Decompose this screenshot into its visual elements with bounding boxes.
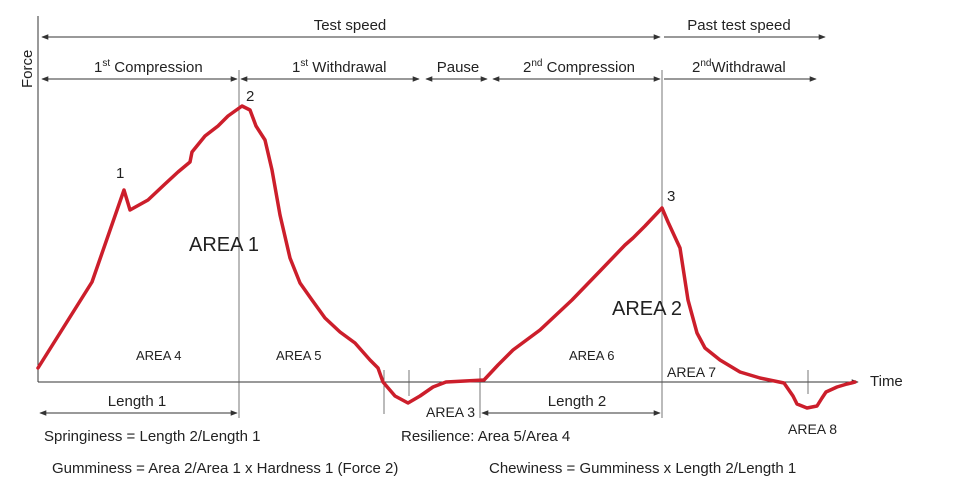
phase-2nd-compression-label: 2nd Compression [523, 58, 635, 76]
chewiness-formula: Chewiness = Gumminess x Length 2/Length … [489, 460, 796, 477]
length-1-label: Length 1 [108, 393, 166, 410]
y-axis-label: Force [19, 50, 36, 88]
phase-2nd-withdrawal-label: 2ndWithdrawal [692, 58, 786, 76]
test-speed-label: Test speed [314, 17, 387, 34]
point-1-label: 1 [116, 165, 124, 182]
point-3-label: 3 [667, 188, 675, 205]
point-2-label: 2 [246, 88, 254, 105]
area-1-label: AREA 1 [189, 234, 259, 256]
springiness-formula: Springiness = Length 2/Length 1 [44, 428, 260, 445]
phase-pause-label: Pause [437, 59, 480, 76]
area-5-label: AREA 5 [276, 348, 322, 363]
length-2-label: Length 2 [548, 393, 606, 410]
resilience-formula: Resilience: Area 5/Area 4 [401, 428, 570, 445]
area-4-label: AREA 4 [136, 348, 182, 363]
area-8-label: AREA 8 [788, 421, 837, 437]
area-6-label: AREA 6 [569, 348, 615, 363]
phase-1st-withdrawal-label: 1st Withdrawal [292, 58, 386, 76]
area-3-label: AREA 3 [426, 404, 475, 420]
force-time-curve [36, 104, 857, 410]
area-7-label: AREA 7 [667, 364, 716, 380]
phase-1st-compression-label: 1st Compression [94, 58, 203, 76]
past-test-speed-label: Past test speed [687, 17, 790, 34]
gumminess-formula: Gumminess = Area 2/Area 1 x Hardness 1 (… [52, 460, 398, 477]
x-axis-label: Time [870, 373, 903, 390]
area-2-label: AREA 2 [612, 298, 682, 320]
